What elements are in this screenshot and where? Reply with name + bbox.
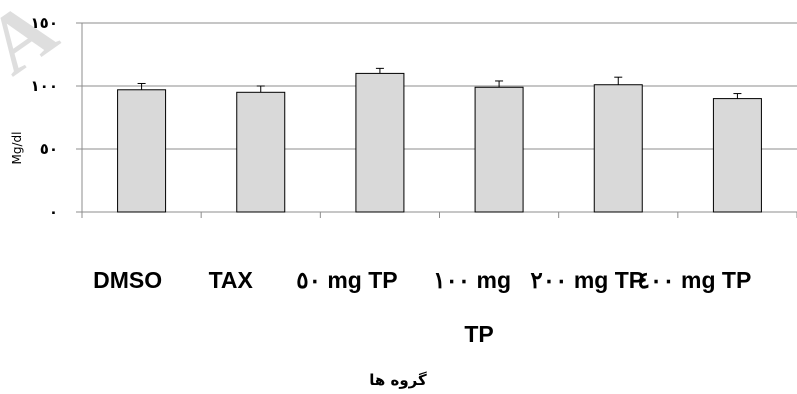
bar — [117, 89, 167, 213]
bar — [474, 86, 524, 213]
bar — [355, 72, 405, 213]
y-axis-label: Mg/dl — [10, 132, 24, 165]
category-label: DMSO — [93, 267, 162, 293]
category-label: ٥٠ mg TP — [296, 267, 397, 293]
x-axis-label: گروه ها — [369, 371, 427, 389]
gridlines — [82, 22, 797, 150]
y-tick-label: ١٥٠ — [31, 14, 58, 32]
y-tick-labels: ٠ ٥٠ ١٠٠ ١٥٠ — [31, 14, 58, 221]
y-tick-label: ٥٠ — [40, 140, 58, 158]
category-label: ١٠٠ mg TP — [433, 267, 511, 347]
bar — [593, 84, 643, 213]
y-tick-label: ٠ — [49, 203, 58, 221]
axes — [76, 22, 797, 218]
category-label: ٤٠٠ mg TP — [638, 267, 752, 293]
bars — [117, 67, 762, 213]
category-label: ٢٠٠ mg TP — [530, 267, 644, 293]
y-tick-label: ١٠٠ — [31, 77, 58, 95]
bar — [712, 98, 762, 213]
category-label: TAX — [209, 267, 254, 293]
bar — [236, 91, 286, 213]
